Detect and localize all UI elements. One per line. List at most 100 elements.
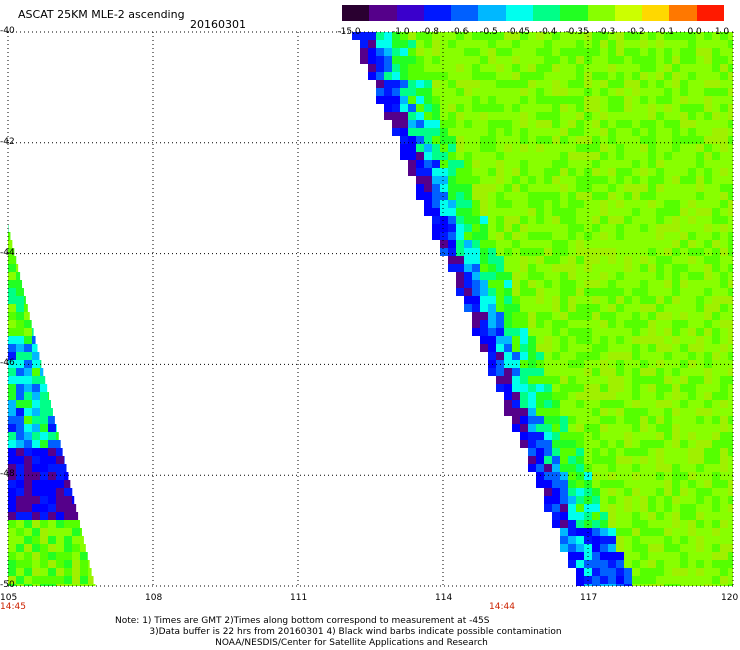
- swath-cell: [480, 32, 488, 40]
- swath-cell: [616, 488, 624, 496]
- swath-cell: [560, 88, 568, 96]
- swath-cell: [520, 312, 528, 320]
- swath-cell: [616, 424, 624, 432]
- swath-cell: [608, 560, 616, 568]
- swath-cell: [464, 232, 472, 240]
- swath-cell: [528, 280, 536, 288]
- swath-cell: [608, 352, 616, 360]
- swath-cell: [464, 160, 472, 168]
- swath-cell: [600, 584, 608, 586]
- swath-cell: [512, 224, 520, 232]
- swath-cell: [8, 336, 16, 344]
- swath-cell: [456, 136, 464, 144]
- swath-cell: [520, 336, 528, 344]
- swath-cell: [488, 128, 496, 136]
- swath-cell: [512, 80, 520, 88]
- swath-cell: [600, 528, 608, 536]
- swath-cell: [608, 224, 616, 232]
- swath-cell: [664, 48, 672, 56]
- swath-cell: [648, 584, 656, 586]
- swath-cell: [536, 440, 544, 448]
- swath-cell: [712, 168, 720, 176]
- swath-cell: [432, 96, 440, 104]
- swath-cell: [424, 128, 432, 136]
- swath-cell: [624, 32, 632, 40]
- swath-cell: [704, 384, 712, 392]
- swath-cell: [688, 296, 696, 304]
- swath-cell: [664, 256, 672, 264]
- swath-cell: [512, 328, 520, 336]
- swath-cell: [592, 104, 600, 112]
- swath-cell: [624, 544, 632, 552]
- swath-cell: [424, 200, 432, 208]
- swath-cell: [616, 480, 624, 488]
- swath-cell: [512, 280, 520, 288]
- swath-cell: [664, 64, 672, 72]
- swath-cell: [560, 328, 568, 336]
- swath-cell: [728, 384, 733, 392]
- swath-cell: [696, 112, 704, 120]
- swath-cell: [536, 104, 544, 112]
- swath-cell: [640, 32, 648, 40]
- swath-cell: [688, 264, 696, 272]
- swath-cell: [512, 184, 520, 192]
- swath-cell: [496, 264, 504, 272]
- swath-cell: [696, 224, 704, 232]
- swath-cell: [616, 272, 624, 280]
- swath-cell: [624, 376, 632, 384]
- swath-cell: [688, 200, 696, 208]
- swath-cell: [16, 344, 24, 352]
- swath-cell: [672, 224, 680, 232]
- swath-cell: [640, 280, 648, 288]
- swath-cell: [488, 200, 496, 208]
- swath-cell: [504, 152, 512, 160]
- swath-cell: [664, 520, 672, 528]
- swath-cell: [16, 496, 24, 504]
- swath-cell: [712, 352, 720, 360]
- swath-cell: [656, 520, 664, 528]
- swath-cell: [376, 80, 384, 88]
- swath-cell: [696, 120, 704, 128]
- swath-cell: [592, 336, 600, 344]
- footer-notes: Note: 1) Times are GMT 2)Times along bot…: [115, 616, 562, 649]
- swath-cell: [568, 144, 576, 152]
- swath-cell: [528, 296, 536, 304]
- swath-cell: [688, 88, 696, 96]
- swath-cell: [568, 40, 576, 48]
- swath-cell: [688, 168, 696, 176]
- swath-cell: [24, 520, 32, 528]
- swath-cell: [536, 336, 544, 344]
- swath-cell: [664, 576, 672, 584]
- swath-cell: [608, 232, 616, 240]
- swath-cell: [552, 200, 560, 208]
- swath-cell: [528, 312, 536, 320]
- y-tick-label: -44: [0, 247, 15, 258]
- swath-cell: [528, 256, 536, 264]
- swath-cell: [640, 248, 648, 256]
- swath-cell: [576, 272, 584, 280]
- swath-cell: [64, 560, 72, 568]
- swath-cell: [504, 88, 512, 96]
- swath-cell: [648, 440, 656, 448]
- swath-cell: [560, 312, 568, 320]
- swath-cell: [544, 152, 552, 160]
- swath-cell: [472, 272, 480, 280]
- swath-cell: [544, 64, 552, 72]
- colorbar-tick-label: 1.0: [714, 27, 730, 37]
- swath-cell: [568, 520, 576, 528]
- swath-cell: [576, 216, 584, 224]
- swath-cell: [416, 168, 424, 176]
- swath-cell: [712, 584, 720, 586]
- swath-cell: [696, 320, 704, 328]
- swath-cell: [536, 176, 544, 184]
- swath-cell: [568, 152, 576, 160]
- swath-cell: [704, 232, 712, 240]
- swath-cell: [672, 80, 680, 88]
- swath-cell: [720, 136, 728, 144]
- swath-cell: [720, 256, 728, 264]
- swath-cell: [728, 120, 733, 128]
- swath-cell: [80, 568, 88, 576]
- swath-cell: [544, 432, 552, 440]
- swath-cell: [728, 472, 733, 480]
- swath-cell: [592, 488, 600, 496]
